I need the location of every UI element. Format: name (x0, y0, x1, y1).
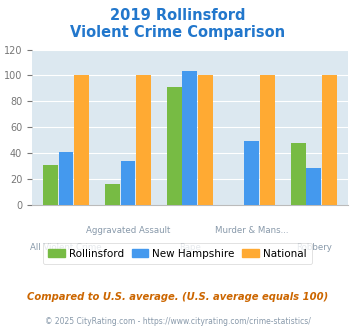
Text: 2019 Rollinsford: 2019 Rollinsford (110, 8, 245, 23)
Bar (167, 87, 182, 205)
Text: Rape: Rape (179, 243, 201, 251)
Bar (59, 151, 73, 205)
Text: Compared to U.S. average. (U.S. average equals 100): Compared to U.S. average. (U.S. average … (27, 292, 328, 302)
Bar (121, 161, 135, 205)
Text: All Violent Crime: All Violent Crime (30, 243, 102, 251)
Bar (245, 141, 259, 205)
Text: Violent Crime Comparison: Violent Crime Comparison (70, 25, 285, 40)
Text: Murder & Mans...: Murder & Mans... (215, 226, 289, 235)
Bar (260, 75, 275, 205)
Text: © 2025 CityRating.com - https://www.cityrating.com/crime-statistics/: © 2025 CityRating.com - https://www.city… (45, 317, 310, 326)
Bar (198, 75, 213, 205)
Bar (306, 168, 321, 205)
Legend: Rollinsford, New Hampshire, National: Rollinsford, New Hampshire, National (43, 243, 312, 264)
Bar (291, 143, 306, 205)
Bar (43, 165, 58, 205)
Bar (182, 72, 197, 205)
Bar (105, 184, 120, 205)
Bar (136, 75, 151, 205)
Bar (74, 75, 89, 205)
Text: Robbery: Robbery (296, 243, 332, 251)
Bar (322, 75, 337, 205)
Text: Aggravated Assault: Aggravated Assault (86, 226, 170, 235)
